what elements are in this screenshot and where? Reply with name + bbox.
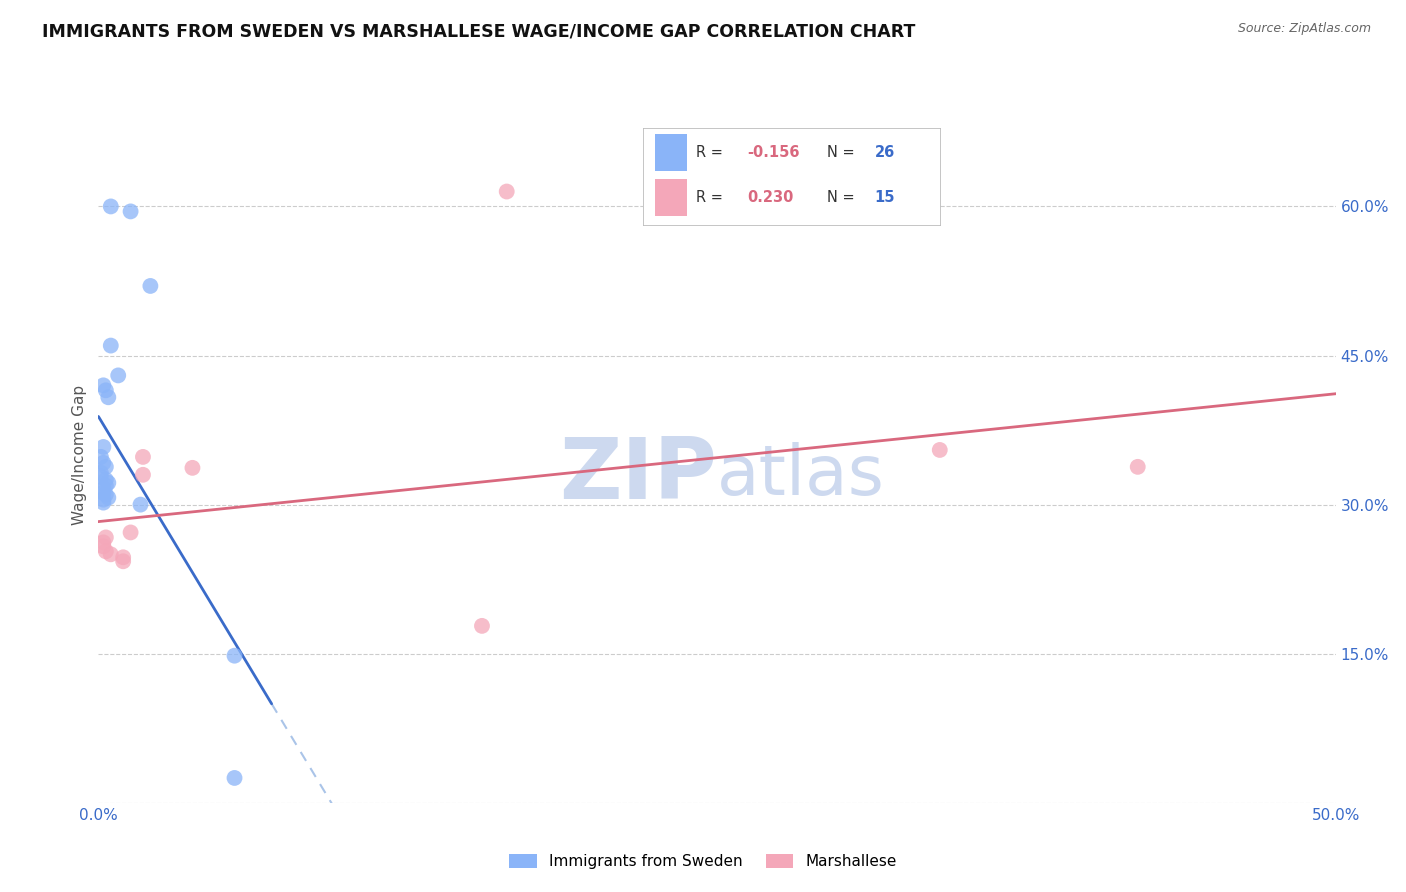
Point [93,495,115,509]
Point [94,459,117,474]
Point [495,185,517,199]
Point [93,456,115,470]
Point [97,390,120,404]
Point [90,450,112,464]
Point [93,535,115,549]
Point [100,547,122,561]
Point [129,498,152,512]
Point [112,554,135,568]
Point [93,540,115,554]
Text: 15: 15 [875,190,896,204]
Text: IMMIGRANTS FROM SWEDEN VS MARSHALLESE WAGE/INCOME GAP CORRELATION CHART: IMMIGRANTS FROM SWEDEN VS MARSHALLESE WA… [42,22,915,40]
Text: N =: N = [827,145,859,160]
Text: 0.230: 0.230 [747,190,793,204]
Point [90,470,112,484]
Point [94,488,117,502]
Point [120,204,142,219]
Point [107,368,129,383]
Point [93,482,115,496]
Text: R =: R = [696,145,728,160]
Point [132,450,155,464]
Bar [655,178,688,216]
Point [224,648,246,663]
Point [120,525,142,540]
Text: R =: R = [696,190,728,204]
Point [93,492,115,507]
Point [94,530,117,544]
Text: Source: ZipAtlas.com: Source: ZipAtlas.com [1237,22,1371,36]
Bar [655,134,688,170]
Text: atlas: atlas [717,442,884,509]
Point [93,440,115,454]
Point [181,460,204,475]
Point [471,619,494,633]
Point [139,279,162,293]
Point [1126,459,1149,474]
Point [93,485,115,500]
Legend: Immigrants from Sweden, Marshallese: Immigrants from Sweden, Marshallese [503,848,903,875]
Point [90,466,112,480]
Point [93,378,115,392]
Point [94,384,117,398]
Text: 26: 26 [875,145,894,160]
Point [112,550,135,565]
Y-axis label: Wage/Income Gap: Wage/Income Gap [72,384,87,525]
Text: -0.156: -0.156 [747,145,799,160]
Point [97,491,120,505]
Point [928,442,950,457]
Point [132,467,155,482]
Point [97,475,120,490]
Point [94,544,117,558]
Text: N =: N = [827,190,859,204]
Point [94,479,117,493]
Text: ZIP: ZIP [560,434,717,517]
Point [100,199,122,213]
Point [100,338,122,352]
Point [94,473,117,487]
Point [224,771,246,785]
